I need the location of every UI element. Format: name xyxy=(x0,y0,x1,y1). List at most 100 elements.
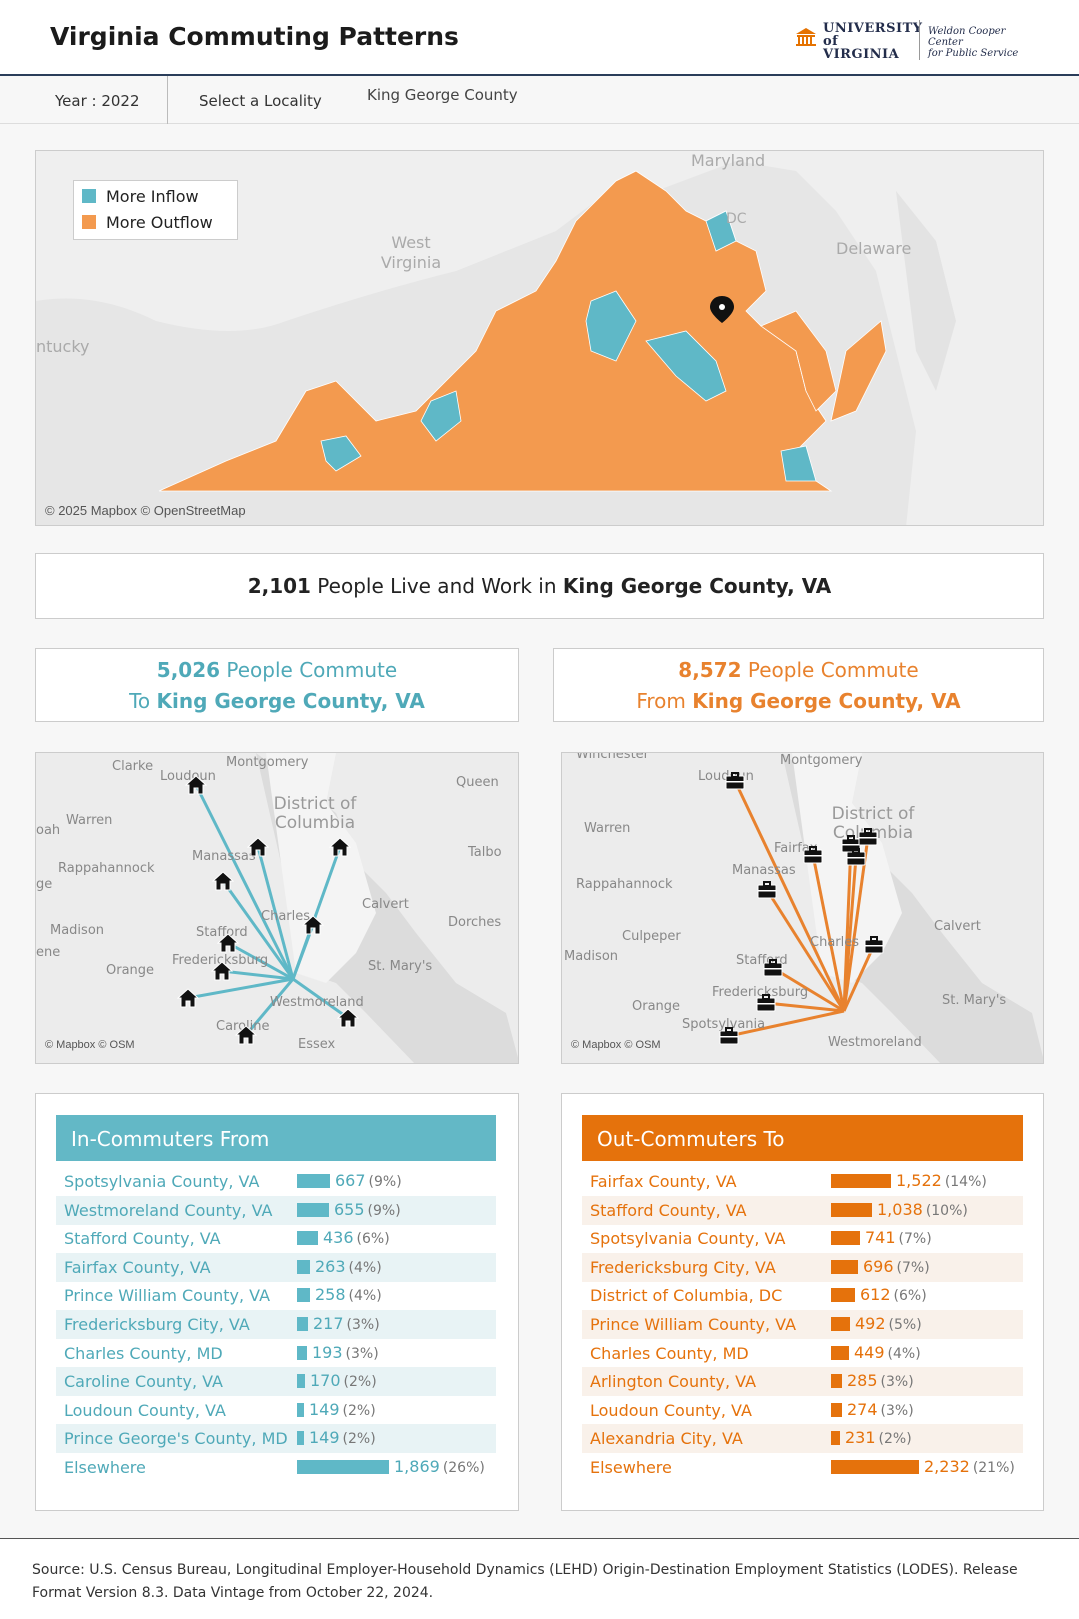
list-item[interactable]: Fredericksburg City, VA 217 (3%) xyxy=(56,1310,496,1339)
home-icon[interactable] xyxy=(234,1024,258,1046)
uva-logo[interactable]: UNIVERSITY of VIRGINIA Weldon Cooper Cen… xyxy=(793,20,1033,62)
briefcase-icon[interactable] xyxy=(857,826,879,848)
list-item-percent: (2%) xyxy=(343,1374,377,1391)
out-map-label-warren: Warren xyxy=(584,821,631,836)
briefcase-icon[interactable] xyxy=(762,957,784,979)
in-commute-line2: To King George County, VA xyxy=(36,686,518,717)
list-item[interactable]: Prince William County, VA 492 (5%) xyxy=(582,1310,1023,1339)
live-work-locality: King George County, VA xyxy=(562,574,832,598)
list-item-percent: (4%) xyxy=(348,1288,382,1305)
list-item-count: 231 xyxy=(845,1428,876,1448)
list-item-bar xyxy=(297,1259,310,1274)
in-map-label-ge: ge xyxy=(36,877,53,892)
list-item-count: 274 xyxy=(847,1399,878,1419)
list-item[interactable]: Charles County, MD 193 (3%) xyxy=(56,1339,496,1368)
list-item[interactable]: Spotsylvania County, VA 667 (9%) xyxy=(56,1167,496,1196)
list-item[interactable]: Loudoun County, VA 274 (3%) xyxy=(582,1396,1023,1425)
virginia-map-svg xyxy=(36,161,956,525)
map-attribution[interactable]: © 2025 Mapbox © OpenStreetMap xyxy=(45,503,246,518)
list-item[interactable]: Spotsylvania County, VA 741 (7%) xyxy=(582,1224,1023,1253)
list-item-count: 741 xyxy=(865,1228,896,1248)
list-item-name: District of Columbia, DC xyxy=(590,1286,783,1306)
briefcase-icon[interactable] xyxy=(724,770,746,792)
out-commute-locality: King George County, VA xyxy=(692,689,961,713)
list-item-count: 612 xyxy=(860,1285,891,1305)
list-item[interactable]: Caroline County, VA 170 (2%) xyxy=(56,1367,496,1397)
list-item-value: 274 (3%) xyxy=(847,1400,914,1419)
in-commute-line1: 5,026 People Commute xyxy=(36,655,518,686)
list-item[interactable]: Fairfax County, VA 263 (4%) xyxy=(56,1252,496,1282)
map-label-virginia: Virginia xyxy=(380,253,442,272)
virginia-map[interactable]: Maryland West Virginia Delaware ntucky D… xyxy=(35,150,1044,526)
list-item[interactable]: Arlington County, VA 285 (3%) xyxy=(582,1367,1023,1397)
list-item-percent: (21%) xyxy=(972,1460,1015,1476)
home-icon[interactable] xyxy=(328,836,352,858)
list-item-count: 449 xyxy=(854,1342,885,1362)
list-item-count: 1,869 xyxy=(394,1457,440,1476)
out-map-label-stmarys: St. Mary's xyxy=(942,993,1007,1008)
briefcase-icon[interactable] xyxy=(863,934,885,956)
list-item[interactable]: Alexandria City, VA 231 (2%) xyxy=(582,1424,1023,1454)
live-work-count: 2,101 xyxy=(247,574,311,598)
home-icon[interactable] xyxy=(176,987,200,1009)
list-item[interactable]: Prince George's County, MD 149 (2%) xyxy=(56,1424,496,1454)
list-item-value: 285 (3%) xyxy=(847,1371,914,1390)
in-map-attribution[interactable]: © Mapbox © OSM xyxy=(45,1039,135,1051)
briefcase-icon[interactable] xyxy=(802,844,824,866)
locality-pin-icon[interactable] xyxy=(710,296,734,323)
locality-select[interactable]: King George County xyxy=(367,86,518,104)
out-commute-map-svg xyxy=(728,753,1043,1063)
in-map-label-stmarys: St. Mary's xyxy=(368,959,433,974)
list-item[interactable]: Stafford County, VA 1,038 (10%) xyxy=(582,1195,1023,1225)
list-item-percent: (10%) xyxy=(925,1202,968,1219)
list-item-count: 170 xyxy=(310,1371,341,1391)
out-map-attribution[interactable]: © Mapbox © OSM xyxy=(571,1039,661,1051)
home-icon[interactable] xyxy=(336,1007,360,1029)
home-icon[interactable] xyxy=(216,932,240,954)
list-item-value: 612 (6%) xyxy=(860,1285,927,1304)
list-item[interactable]: Stafford County, VA 436 (6%) xyxy=(56,1224,496,1253)
list-item[interactable]: Westmoreland County, VA 655 (9%) xyxy=(56,1195,496,1225)
map-label-maryland: Maryland xyxy=(691,151,766,170)
list-item[interactable]: Elsewhere 1,869 (26%) xyxy=(56,1453,496,1482)
list-item-name: Fredericksburg City, VA xyxy=(64,1315,250,1334)
out-commute-map[interactable]: Winchester Loudoun Montgomery Warren Dis… xyxy=(561,752,1044,1064)
list-item[interactable]: Fairfax County, VA 1,522 (14%) xyxy=(582,1167,1023,1196)
list-item-percent: (3%) xyxy=(346,1317,380,1333)
briefcase-icon[interactable] xyxy=(755,992,777,1014)
list-item[interactable]: Elsewhere 2,232 (21%) xyxy=(582,1453,1023,1482)
briefcase-icon[interactable] xyxy=(718,1025,740,1047)
legend-outflow[interactable]: More Outflow xyxy=(82,213,213,232)
logo-university-text: UNIVERSITY of VIRGINIA xyxy=(823,21,923,62)
in-commute-map[interactable]: Clarke Loudoun Montgomery Queen Warren o… xyxy=(35,752,519,1064)
home-icon[interactable] xyxy=(184,774,208,796)
in-commute-count: 5,026 xyxy=(156,658,221,682)
list-item-bar xyxy=(297,1231,318,1246)
list-item[interactable]: District of Columbia, DC 612 (6%) xyxy=(582,1281,1023,1310)
legend-inflow[interactable]: More Inflow xyxy=(82,187,199,206)
out-map-label-westmoreland: Westmoreland xyxy=(828,1035,922,1050)
list-item[interactable]: Prince William County, VA 258 (4%) xyxy=(56,1281,496,1310)
briefcase-icon[interactable] xyxy=(756,879,778,901)
out-commute-from: From xyxy=(636,689,693,713)
list-item-bar xyxy=(297,1174,330,1188)
list-item[interactable]: Loudoun County, VA 149 (2%) xyxy=(56,1396,496,1425)
home-icon[interactable] xyxy=(301,914,325,936)
home-icon[interactable] xyxy=(211,870,235,892)
list-item-value: 696 (7%) xyxy=(863,1257,930,1276)
list-item-count: 436 xyxy=(323,1228,354,1248)
list-item-value: 193 (3%) xyxy=(312,1343,379,1362)
out-map-label-winchester: Winchester xyxy=(576,752,650,762)
list-item-value: 263 (4%) xyxy=(315,1257,382,1276)
home-icon[interactable] xyxy=(210,960,234,982)
in-map-label-montgomery: Montgomery xyxy=(226,755,309,770)
list-item-name: Fairfax County, VA xyxy=(590,1172,737,1191)
list-item[interactable]: Fredericksburg City, VA 696 (7%) xyxy=(582,1252,1023,1282)
home-icon[interactable] xyxy=(246,836,270,858)
list-item-percent: (26%) xyxy=(442,1460,485,1476)
in-map-label-dorches: Dorches xyxy=(448,915,502,930)
briefcase-icon[interactable] xyxy=(845,846,867,868)
list-item[interactable]: Charles County, MD 449 (4%) xyxy=(582,1339,1023,1368)
rotunda-icon xyxy=(796,28,816,46)
year-filter[interactable]: Year : 2022 xyxy=(0,76,168,124)
